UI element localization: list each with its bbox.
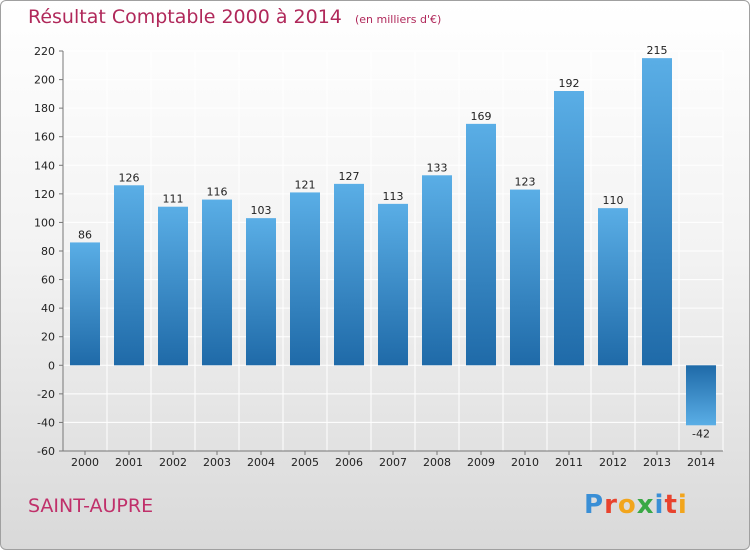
bar-2005: [290, 192, 320, 366]
bars: [70, 58, 716, 426]
x-tick-label-2003: 2003: [203, 456, 231, 469]
y-tick-label: 140: [34, 159, 55, 172]
x-tick-label-2008: 2008: [423, 456, 451, 469]
logo-letter: P: [584, 490, 605, 520]
x-tick-label-2009: 2009: [467, 456, 495, 469]
bar-2011: [554, 91, 584, 366]
x-tick-label-2006: 2006: [335, 456, 363, 469]
data-label-2012: 110: [603, 194, 624, 207]
data-label-2002: 111: [163, 193, 184, 206]
data-label-2014: -42: [692, 427, 710, 440]
y-tick-label: 200: [34, 74, 55, 87]
y-tick-label: 100: [34, 216, 55, 229]
bar-2007: [378, 203, 408, 366]
logo-letter: i: [677, 490, 688, 520]
y-tick-label: 20: [41, 331, 55, 344]
axes: -60 -40 -20 0 20 40 60 80 100 120 140 160 180 200 220 2…: [34, 45, 723, 469]
x-tick-label-2001: 2001: [115, 456, 143, 469]
bar-2010: [510, 189, 540, 366]
chart-title: Résultat Comptable 2000 à 2014: [28, 6, 342, 28]
data-label-2008: 133: [427, 161, 448, 174]
x-tick-label-2002: 2002: [159, 456, 187, 469]
data-label-2004: 103: [251, 204, 272, 217]
logo-letter: r: [604, 490, 618, 520]
bar-2008: [422, 175, 452, 366]
data-label-2007: 113: [383, 190, 404, 203]
data-label-2009: 169: [471, 110, 492, 123]
x-tick-label-2007: 2007: [379, 456, 407, 469]
bar-2001: [114, 185, 144, 366]
data-labels: 86 126 111 116 103 121 127 113 133 169 123 192 110 21…: [78, 44, 710, 440]
y-tick-label: 180: [34, 102, 55, 115]
data-label-2003: 116: [207, 186, 228, 199]
y-tick-label: 60: [41, 274, 55, 287]
commune-name: SAINT-AUPRE: [28, 495, 154, 517]
x-tick-label-2000: 2000: [71, 456, 99, 469]
bar-2003: [202, 199, 232, 366]
data-label-2013: 215: [647, 44, 668, 57]
y-tick-label: 220: [34, 45, 55, 58]
y-tick-label: 40: [41, 302, 55, 315]
data-label-2006: 127: [339, 170, 360, 183]
bar-2006: [334, 183, 364, 366]
bar-2012: [598, 208, 628, 366]
y-tick-label: -40: [37, 416, 55, 429]
y-tick-label: 120: [34, 188, 55, 201]
y-tick-label: 0: [48, 359, 55, 372]
y-tick-label: -60: [37, 445, 55, 458]
x-tick-label-2014: 2014: [687, 456, 715, 469]
x-tick-label-2012: 2012: [599, 456, 627, 469]
data-label-2005: 121: [295, 178, 316, 191]
x-tick-label-2011: 2011: [555, 456, 583, 469]
logo-letter: x: [636, 490, 655, 520]
chart-unit-label: (en milliers d'€): [354, 13, 442, 26]
data-label-2011: 192: [559, 77, 580, 90]
proxiti-logo[interactable]: Proxiti: [584, 490, 688, 520]
x-tick-label-2013: 2013: [643, 456, 671, 469]
bar-2004: [246, 218, 276, 366]
bar-2000: [70, 242, 100, 366]
x-tick-label-2004: 2004: [247, 456, 275, 469]
bar-2013: [642, 58, 672, 366]
logo-letter: t: [664, 490, 678, 520]
bar-2014: [686, 365, 716, 426]
logo-letter: o: [617, 490, 637, 520]
data-label-2000: 86: [78, 228, 92, 241]
bar-2009: [466, 123, 496, 366]
data-label-2010: 123: [515, 176, 536, 189]
bar-2002: [158, 206, 188, 366]
x-tick-label-2010: 2010: [511, 456, 539, 469]
title-block: Résultat Comptable 2000 à 2014 (en milli…: [28, 6, 441, 28]
x-tick-label-2005: 2005: [291, 456, 319, 469]
y-tick-label: -20: [37, 388, 55, 401]
data-label-2001: 126: [119, 171, 140, 184]
logo-letter: i: [654, 490, 665, 520]
y-tick-label: 160: [34, 131, 55, 144]
y-tick-label: 80: [41, 245, 55, 258]
